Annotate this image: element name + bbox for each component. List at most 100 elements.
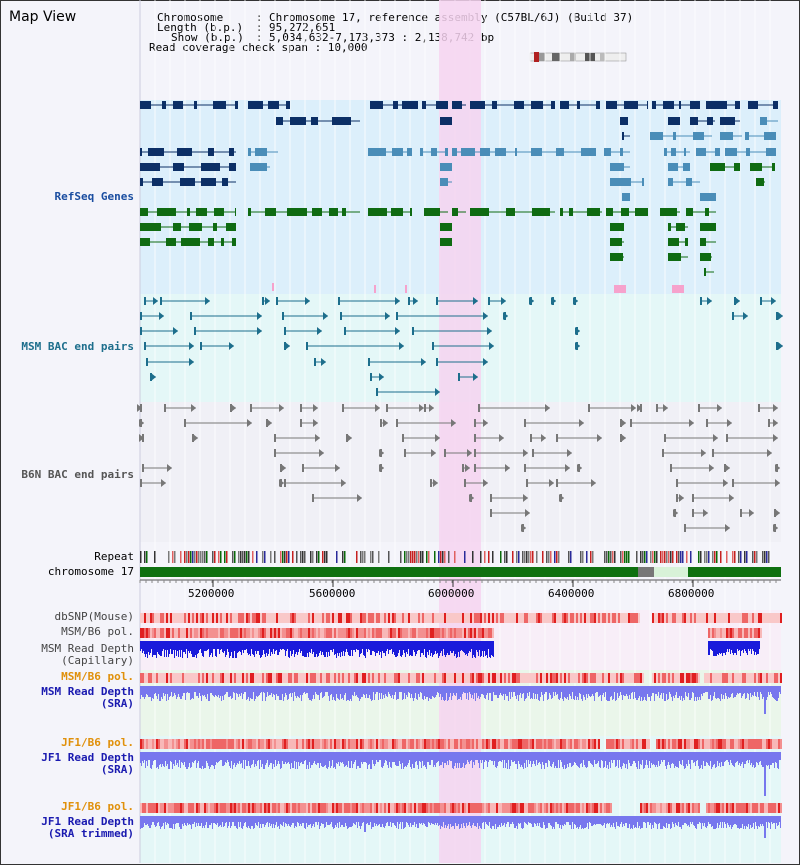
read-depth-bar — [579, 816, 580, 827]
repeat-mark — [568, 551, 570, 563]
snp-density-cell — [316, 803, 318, 813]
read-depth-bar — [581, 752, 582, 763]
read-depth-bar — [486, 752, 487, 761]
read-depth-bar — [471, 686, 472, 698]
read-depth-bar — [161, 816, 162, 827]
read-depth-bar — [474, 752, 475, 765]
gene-exon — [686, 178, 692, 186]
snp-density-cell — [208, 613, 210, 623]
read-depth-bar — [216, 641, 217, 657]
read-depth-bar — [443, 752, 444, 768]
read-depth-bar — [753, 816, 754, 823]
read-depth-bar — [514, 816, 515, 828]
snp-density-cell — [300, 628, 302, 638]
read-depth-bar — [684, 752, 685, 769]
snp-density-cell — [322, 803, 324, 813]
read-depth-bar — [632, 752, 633, 764]
snp-density-cell — [258, 628, 260, 638]
snp-density-cell — [284, 613, 286, 623]
read-depth-bar — [515, 686, 516, 696]
read-depth-bar — [747, 641, 748, 655]
snp-density-cell — [148, 613, 150, 623]
read-depth-bar — [555, 752, 556, 766]
read-depth-bar — [555, 686, 556, 692]
read-depth-bar — [309, 816, 310, 825]
b6n-bac-pair-end — [775, 509, 780, 517]
read-depth-bar — [338, 816, 339, 828]
read-depth-bar — [320, 752, 321, 763]
msm-bac-pair-end — [707, 297, 712, 305]
chromosome-gap-light — [654, 567, 688, 577]
snp-density-cell — [658, 613, 660, 623]
snp-density-cell — [734, 803, 736, 813]
snp-density-cell — [360, 628, 362, 638]
snp-density-cell — [762, 739, 764, 749]
label-msm-depth-sra-sub: (SRA) — [100, 697, 134, 710]
read-depth-bar — [728, 752, 729, 762]
read-depth-bar — [183, 752, 184, 765]
gene-exon — [705, 208, 709, 216]
repeat-mark — [644, 551, 646, 563]
snp-density-cell — [422, 673, 424, 683]
read-depth-bar — [325, 816, 326, 827]
read-depth-bar — [584, 816, 585, 828]
snp-density-cell — [414, 613, 416, 623]
snp-density-cell — [670, 739, 672, 749]
snp-density-cell — [774, 673, 776, 683]
b6n-bac-pair-end — [279, 404, 284, 412]
read-depth-bar — [420, 752, 421, 762]
msm-bac-pair-end — [760, 297, 762, 305]
read-depth-bar — [592, 752, 593, 765]
snp-density-cell — [590, 803, 592, 813]
read-depth-bar — [243, 752, 244, 760]
read-depth-bar — [709, 816, 710, 824]
b6n-bac-pair-end — [312, 494, 314, 502]
read-depth-bar — [599, 752, 600, 767]
snp-density-cell — [216, 739, 218, 749]
snp-density-cell — [234, 628, 236, 638]
snp-density-cell — [678, 613, 680, 623]
read-depth-bar — [158, 641, 159, 654]
snp-density-cell — [376, 613, 378, 623]
read-depth-bar — [746, 686, 747, 698]
repeat-mark — [224, 551, 226, 563]
read-depth-bar — [705, 686, 706, 692]
read-depth-bar — [446, 752, 447, 765]
read-depth-bar — [241, 752, 242, 763]
read-depth-bar — [404, 752, 405, 767]
snp-density-cell — [646, 739, 648, 749]
read-depth-bar — [293, 816, 294, 823]
b6n-bac-pair-end — [523, 449, 528, 457]
read-depth-bar — [534, 816, 535, 823]
snp-density-cell — [278, 673, 280, 683]
repeat-mark — [704, 551, 706, 563]
msm-bac-pair-end — [144, 297, 146, 305]
snp-density-cell — [620, 613, 622, 623]
read-depth-bar — [255, 686, 256, 699]
read-depth-bar — [198, 641, 199, 653]
snp-density-cell — [240, 803, 242, 813]
read-depth-bar — [395, 686, 396, 692]
read-depth-bar — [373, 641, 374, 651]
repeat-mark — [218, 551, 220, 563]
label-jf1-depth-sra-sub: (SRA) — [100, 763, 134, 776]
read-depth-bar — [430, 752, 431, 765]
read-depth-bar — [613, 816, 614, 823]
read-depth-bar — [142, 686, 143, 697]
snp-density-cell — [730, 803, 732, 813]
snp-density-cell — [438, 628, 440, 638]
snp-density-cell — [444, 739, 446, 749]
read-depth-bar — [273, 816, 274, 824]
snp-density-cell — [242, 739, 244, 749]
read-depth-bar — [505, 752, 506, 768]
snp-density-cell — [284, 673, 286, 683]
read-depth-bar — [624, 752, 625, 764]
snp-density-cell — [422, 613, 424, 623]
snp-density-cell — [584, 739, 586, 749]
read-depth-bar — [740, 641, 741, 656]
read-depth-bar — [776, 686, 777, 701]
snp-density-cell — [436, 613, 438, 623]
read-depth-bar — [516, 686, 517, 699]
read-depth-bar — [762, 816, 763, 824]
